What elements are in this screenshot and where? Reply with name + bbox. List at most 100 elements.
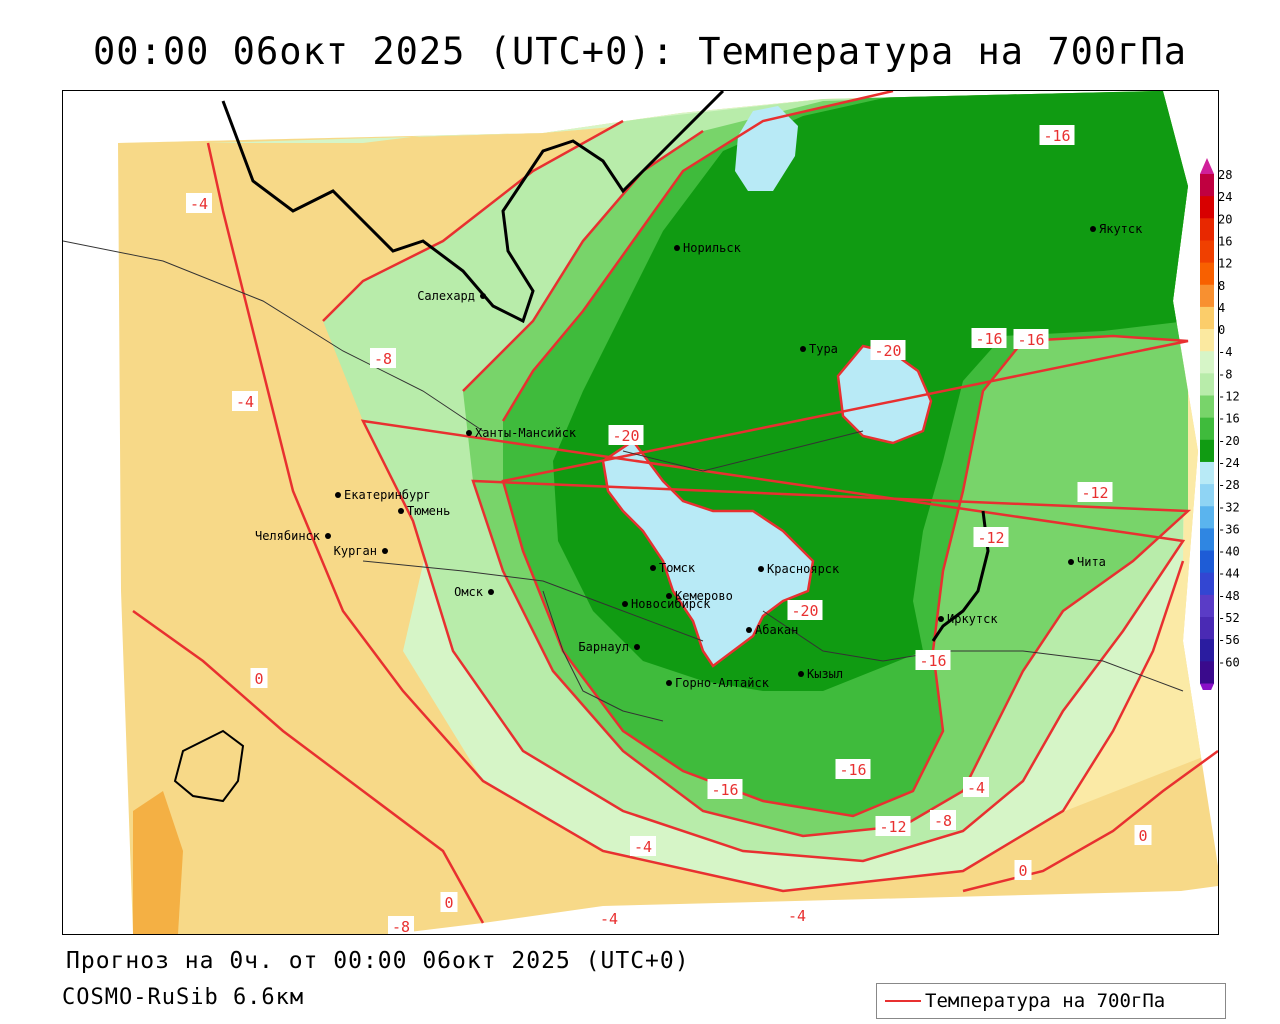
legend: Температура на 700гПа <box>876 983 1226 1019</box>
scale-swatch <box>1200 572 1214 596</box>
city-label: Тура <box>809 342 838 356</box>
isotherm-minus12 <box>462 129 1192 838</box>
isotherm-label-background <box>1077 482 1113 502</box>
scale-tick-label: -60 <box>1218 655 1240 669</box>
isotherm-label-background <box>630 836 656 856</box>
scale-swatch <box>1200 417 1214 441</box>
city-label: Ханты-Мансийск <box>475 426 577 440</box>
isotherm-label: -16 <box>1017 331 1044 349</box>
scale-swatch <box>1200 461 1214 485</box>
isotherm-label: -12 <box>1081 484 1108 502</box>
scale-swatch <box>1200 284 1214 308</box>
scale-tick-label: -48 <box>1218 589 1240 603</box>
isotherm-label-background <box>1134 825 1152 845</box>
isotherm-label-background <box>875 816 911 836</box>
scale-top-arrow <box>1200 158 1214 174</box>
scale-tick-label: -56 <box>1218 633 1240 647</box>
isotherm-label-background <box>973 527 1009 547</box>
city-marker <box>746 627 752 633</box>
scale-tick-label: 28 <box>1218 168 1232 182</box>
map-panel: Норильск Якутск Салехард Тура Ханты-Мансийск… <box>62 90 1219 935</box>
temperature-zones <box>118 91 1218 934</box>
coastline-caspian <box>173 729 245 803</box>
isotherm-label-background <box>971 328 1007 348</box>
city-marker <box>650 565 656 571</box>
scale-swatch <box>1200 484 1214 507</box>
scale-swatch <box>1200 506 1214 529</box>
isotherm-minus20 <box>601 439 815 668</box>
scale-swatch <box>1200 439 1214 463</box>
city-label: Абакан <box>755 623 798 637</box>
isotherm-label-background <box>1013 329 1049 349</box>
scale-tick-label: 16 <box>1218 234 1232 248</box>
city-label: Томск <box>659 561 696 575</box>
isotherm-label-background <box>608 425 644 445</box>
scale-swatch <box>1200 329 1214 352</box>
scale-tick-label: -32 <box>1218 500 1240 514</box>
isotherm-label: 0 <box>1138 827 1147 845</box>
isotherm-label: -20 <box>791 602 818 620</box>
isotherm-label: -8 <box>392 918 410 934</box>
city-marker <box>758 566 764 572</box>
isotherm-label: -16 <box>975 330 1002 348</box>
isotherm-label-background <box>1014 860 1032 880</box>
isotherm-label-background <box>835 759 871 779</box>
model-caption: COSMO-RuSib 6.6км <box>62 985 305 1010</box>
isotherm-label: -4 <box>600 910 618 928</box>
isotherm-minus4 <box>206 142 1185 893</box>
isotherm-value-labels: -16 -16 -4 -8 -4 -20 -20 -16 -12 -12 -20 -16 -16 -16 -… <box>186 125 1152 934</box>
zone-minus24-west-siberia <box>603 441 813 666</box>
zone-above-four <box>133 791 183 934</box>
scale-tick-label: -44 <box>1218 567 1240 581</box>
city-marker <box>480 293 486 299</box>
isotherm-label-background <box>596 908 622 928</box>
scale-swatch <box>1200 351 1214 374</box>
scale-swatch <box>1200 262 1214 286</box>
isotherm-label: -4 <box>236 393 254 411</box>
scale-tick-label: -36 <box>1218 522 1240 536</box>
city-marker <box>622 601 628 607</box>
scale-tick-label: -24 <box>1218 456 1240 470</box>
scale-tick-label: 24 <box>1218 190 1232 204</box>
isotherm-label: -16 <box>839 761 866 779</box>
isotherm-label: -16 <box>919 652 946 670</box>
isotherm-label-background <box>915 650 951 670</box>
isotherm-label: -20 <box>874 342 901 360</box>
isotherm-label: 0 <box>444 894 453 912</box>
city-label: Курган <box>334 544 377 558</box>
scale-tick-label: 20 <box>1218 212 1232 226</box>
isotherm-label-background <box>250 668 268 688</box>
city-marker <box>666 593 672 599</box>
isotherm-label-background <box>1039 125 1075 145</box>
city-marker <box>382 548 388 554</box>
isotherm-label: -20 <box>612 427 639 445</box>
city-marker <box>398 508 404 514</box>
isotherm-minus8 <box>322 119 1186 863</box>
isotherm-label-background <box>440 892 458 912</box>
scale-swatch <box>1200 395 1214 419</box>
city-label: Чита <box>1077 555 1106 569</box>
city-marker <box>634 644 640 650</box>
isotherm-label: -16 <box>1043 127 1070 145</box>
city-marker <box>666 680 672 686</box>
isotherm-label: -16 <box>711 781 738 799</box>
city-label: Горно-Алтайск <box>675 676 770 690</box>
isotherm-label: -12 <box>879 818 906 836</box>
scale-tick-label: -40 <box>1218 545 1240 559</box>
isotherm-label-background <box>388 916 414 934</box>
isotherm-label: -8 <box>934 812 952 830</box>
isotherm-minus16 <box>501 91 1189 818</box>
city-marker <box>466 430 472 436</box>
scale-tick-label: -12 <box>1218 390 1240 404</box>
scale-swatch <box>1200 306 1214 330</box>
city-marker <box>1068 559 1074 565</box>
isotherm-label: -12 <box>977 529 1004 547</box>
isotherm-label: 0 <box>254 670 263 688</box>
scale-tick-label: 12 <box>1218 257 1232 271</box>
scale-swatch <box>1200 661 1214 684</box>
scale-swatch <box>1200 594 1214 618</box>
city-marker <box>325 533 331 539</box>
isotherm-label-background <box>370 348 396 368</box>
isotherm-label: -4 <box>634 838 652 856</box>
isotherm-label-background <box>784 905 810 925</box>
